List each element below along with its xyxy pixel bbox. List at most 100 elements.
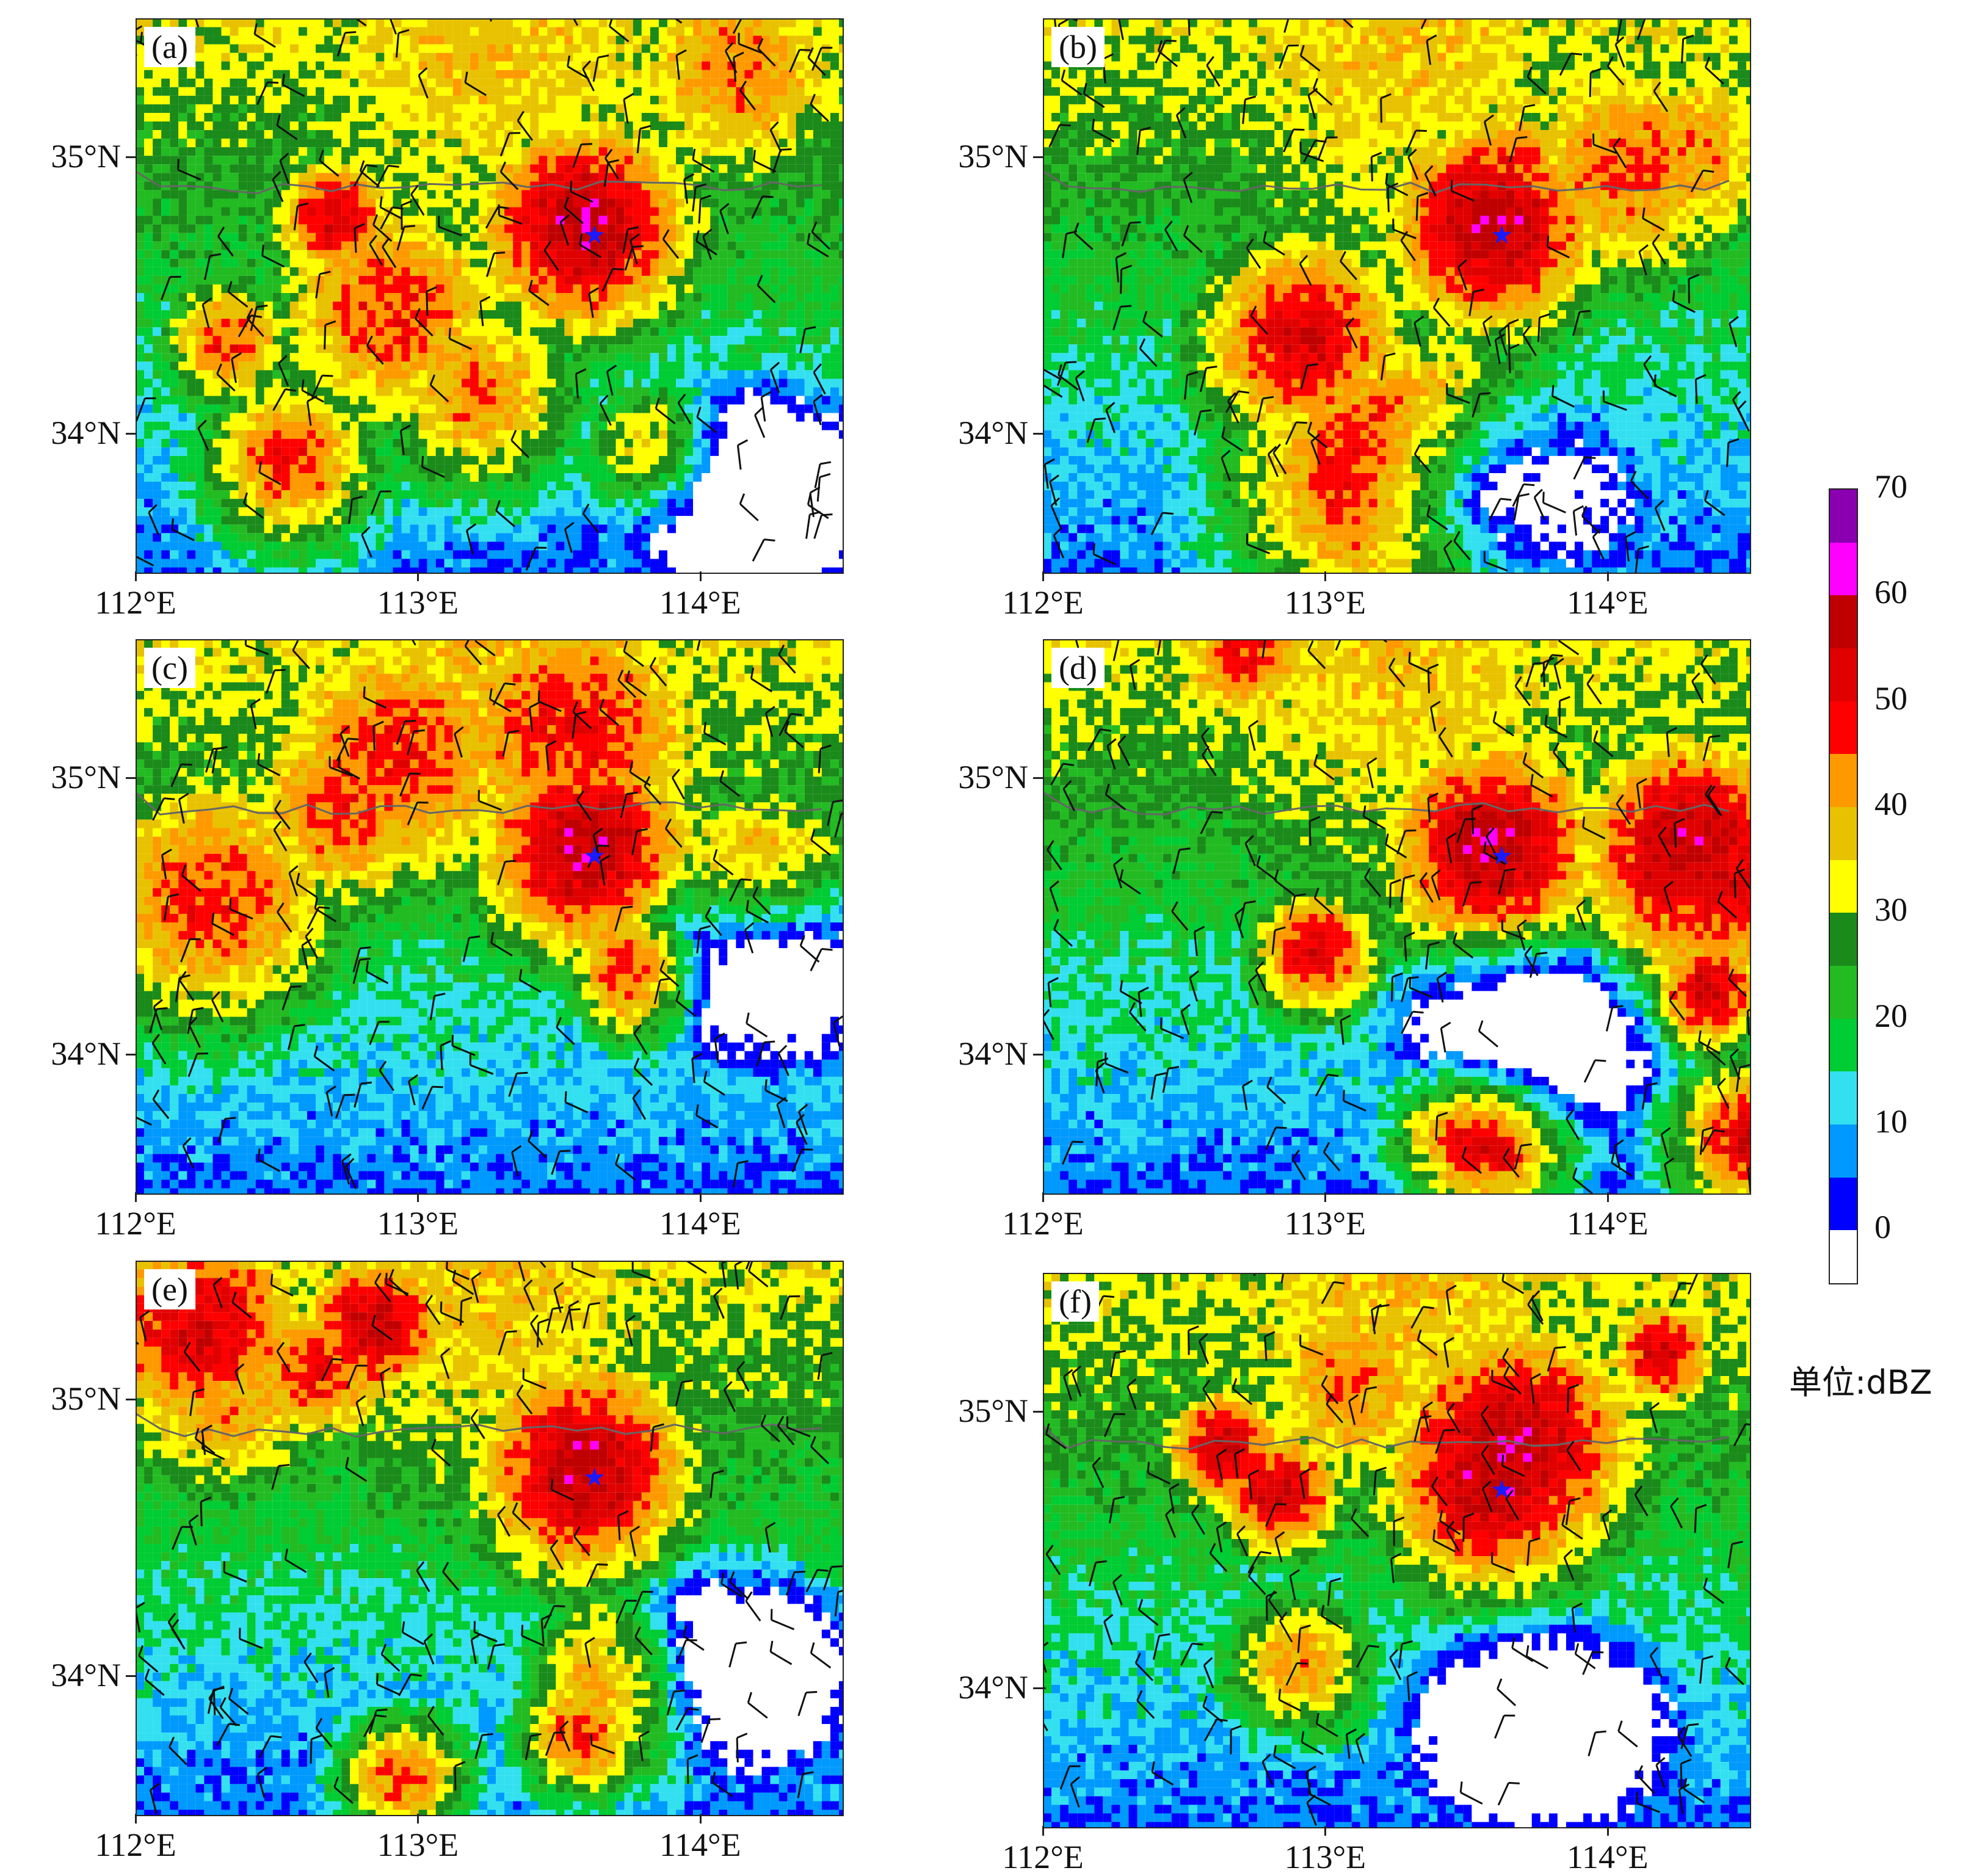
station-star-icon: ★: [1490, 1476, 1514, 1504]
colorbar-segment: [1830, 1177, 1857, 1231]
map-panel: ★ (d): [1043, 639, 1751, 1195]
panel-frame: [1043, 639, 1751, 1195]
lon-tick: [135, 1192, 137, 1202]
lat-tick-label: 34°N: [5, 1656, 121, 1694]
lat-tick-label: 35°N: [5, 137, 121, 175]
lon-tick-label: 114°E: [633, 584, 767, 621]
river-line: [1043, 791, 1730, 816]
colorbar-segment: [1830, 701, 1857, 755]
lon-tick: [699, 571, 702, 581]
station-star-icon: ★: [583, 842, 606, 871]
lon-tick: [1606, 571, 1609, 581]
colorbar-segment: [1830, 1071, 1857, 1125]
colorbar-segment: [1830, 490, 1857, 543]
reflectivity-colorbar: [1829, 488, 1858, 1284]
lon-tick-label: 113°E: [1258, 1838, 1392, 1876]
colorbar-tick-label: 60: [1874, 573, 1907, 611]
colorbar-tick-label: 20: [1874, 997, 1907, 1035]
colorbar-segment: [1830, 1018, 1857, 1072]
lat-tick-label: 34°N: [912, 1668, 1028, 1706]
colorbar-tick-label: 30: [1874, 891, 1907, 929]
lon-tick-label: 112°E: [976, 1838, 1110, 1876]
station-star-icon: ★: [583, 221, 606, 250]
reflectivity-map: ★: [1043, 639, 1751, 1195]
colorbar-segment: [1830, 1230, 1857, 1283]
river-line: [136, 791, 822, 816]
lon-tick-label: 113°E: [350, 584, 485, 621]
lat-tick-label: 35°N: [912, 137, 1028, 175]
river-line: [136, 170, 822, 195]
colorbar-unit-label: 单位:dBZ: [1789, 1355, 1932, 1403]
lat-tick: [126, 777, 136, 779]
lon-tick: [1606, 1192, 1609, 1202]
map-panel: ★ (f): [1043, 1273, 1751, 1828]
lat-tick: [1033, 777, 1043, 779]
lon-tick-label: 114°E: [633, 1204, 767, 1242]
lon-tick: [417, 1814, 419, 1823]
colorbar-segment: [1830, 648, 1857, 701]
map-panel: ★ (b): [1043, 18, 1751, 574]
lat-tick-label: 35°N: [912, 758, 1028, 796]
colorbar-segment: [1830, 966, 1857, 1019]
lon-tick-label: 113°E: [350, 1204, 485, 1242]
wind-barbs: [136, 1261, 844, 1814]
reflectivity-map: ★: [1043, 18, 1751, 574]
lon-tick-label: 112°E: [68, 584, 203, 621]
river-line: [136, 1413, 822, 1438]
wind-barbs: [1043, 639, 1751, 1195]
lon-tick: [417, 1192, 419, 1202]
colorbar-tick-label: 50: [1874, 679, 1907, 717]
lon-tick: [1042, 571, 1044, 581]
panel-label: (d): [1051, 648, 1105, 688]
map-panel: ★ (e): [136, 1261, 844, 1816]
panel-frame: [1043, 18, 1751, 574]
lat-tick-label: 35°N: [5, 758, 121, 796]
panel-frame: [136, 639, 844, 1195]
station-star-icon: ★: [1490, 842, 1514, 871]
lat-tick: [1033, 1410, 1043, 1413]
lon-tick-label: 114°E: [1540, 584, 1675, 621]
station-star-icon: ★: [1490, 221, 1514, 250]
panel-frame: [136, 18, 844, 574]
lat-tick: [1033, 1687, 1043, 1689]
panel-label: (c): [144, 648, 195, 688]
reflectivity-map: ★: [1043, 1273, 1751, 1828]
lon-tick: [1324, 571, 1327, 581]
colorbar-segment: [1830, 754, 1857, 807]
lon-tick: [1042, 1826, 1044, 1836]
lon-tick: [135, 571, 137, 581]
panel-label: (b): [1051, 27, 1105, 67]
colorbar-segment: [1830, 860, 1857, 913]
river-line: [1043, 170, 1730, 194]
colorbar-tick-label: 70: [1874, 468, 1907, 505]
panel-label: (f): [1051, 1281, 1099, 1322]
lat-tick-label: 34°N: [5, 1035, 121, 1073]
lon-tick-label: 112°E: [976, 584, 1110, 621]
map-panel: ★ (a): [136, 18, 844, 574]
reflectivity-map: ★: [136, 639, 844, 1195]
lon-tick: [1042, 1192, 1044, 1202]
lon-tick: [1324, 1192, 1327, 1202]
river-line: [1043, 1425, 1730, 1450]
lon-tick-label: 114°E: [1540, 1838, 1675, 1876]
lat-tick: [126, 1675, 136, 1677]
lat-tick-label: 34°N: [912, 414, 1028, 452]
lat-tick-label: 34°N: [5, 414, 121, 452]
reflectivity-map: ★: [136, 1261, 844, 1816]
station-star-icon: ★: [583, 1463, 606, 1492]
lon-tick-label: 113°E: [1258, 1204, 1392, 1242]
lat-tick-label: 35°N: [5, 1380, 121, 1418]
wind-barbs: [1043, 18, 1750, 574]
lat-tick-label: 34°N: [912, 1035, 1028, 1073]
colorbar-segment: [1830, 807, 1857, 860]
lat-tick: [1033, 432, 1043, 435]
colorbar-segment: [1830, 542, 1857, 596]
lon-tick-label: 113°E: [350, 1826, 485, 1864]
lon-tick-label: 112°E: [68, 1826, 203, 1864]
lon-tick: [417, 571, 419, 581]
lon-tick-label: 112°E: [976, 1204, 1110, 1242]
wind-barbs: [136, 18, 833, 571]
lat-tick-label: 35°N: [912, 1392, 1028, 1430]
panel-label: (e): [144, 1269, 195, 1309]
wind-barbs: [136, 639, 844, 1189]
